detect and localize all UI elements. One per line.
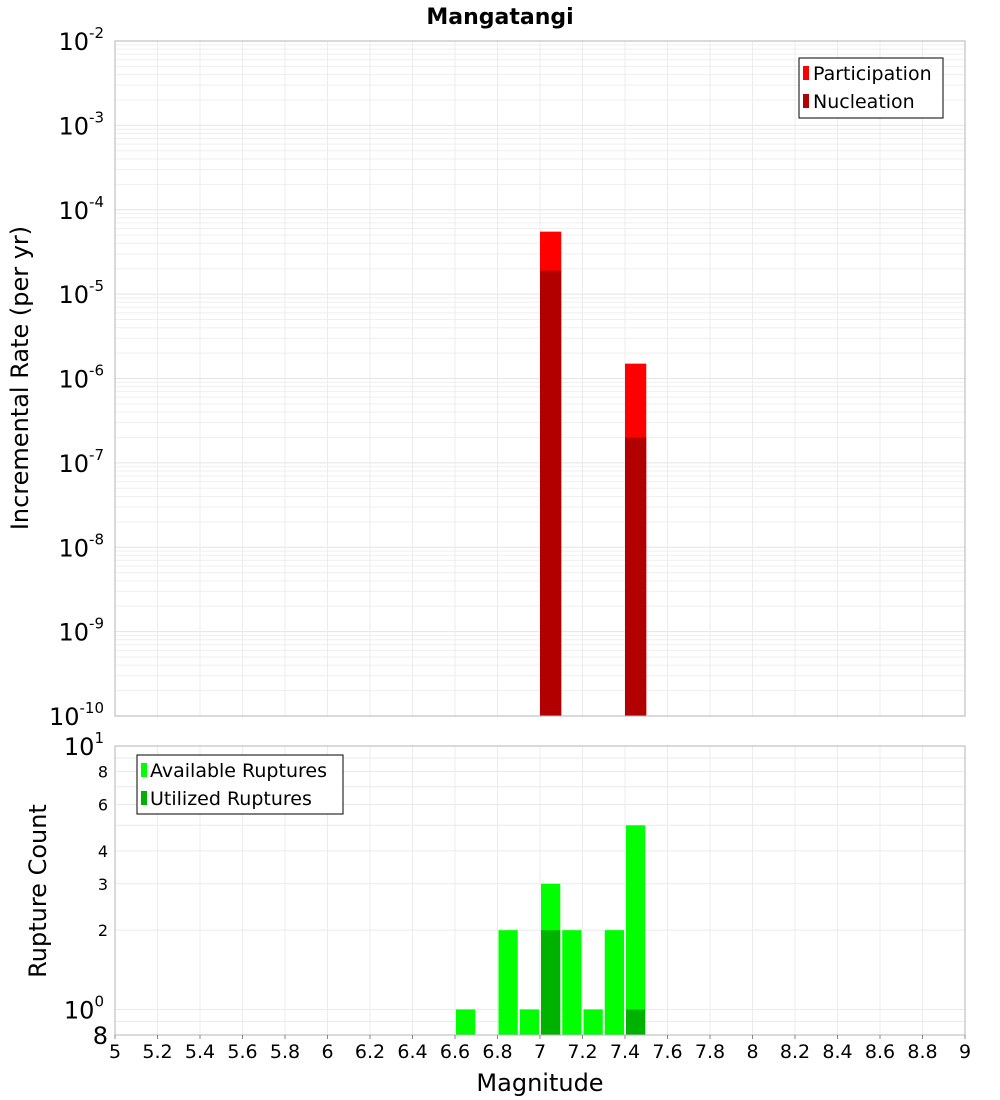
- x-tick-label: 5: [109, 1041, 121, 1063]
- x-tick-label: 8.2: [780, 1041, 810, 1063]
- legend-swatch-nucleation: [803, 94, 809, 108]
- count-bar-utilized: [541, 930, 561, 1035]
- legend-label-participation: Participation: [813, 63, 932, 85]
- rate-bar-nucleation: [625, 437, 647, 716]
- x-tick-label: 7: [534, 1041, 546, 1063]
- rate-bar-nucleation: [540, 270, 562, 716]
- x-tick-label: 9: [959, 1041, 971, 1063]
- count-legend-box: [136, 754, 344, 815]
- count-bar-available: [519, 1009, 539, 1035]
- count-y-axis-label: Rupture Count: [24, 804, 52, 978]
- legend-swatch-available: [141, 763, 147, 777]
- legend-swatch-participation: [803, 66, 809, 80]
- chart-title: Mangatangi: [426, 5, 573, 30]
- count-bar-available: [456, 1009, 476, 1035]
- x-tick-label: 7.6: [652, 1041, 682, 1063]
- x-tick-label: 5.8: [270, 1041, 300, 1063]
- x-tick-label: 8.8: [907, 1041, 937, 1063]
- rate-y-tick-label: 10-2: [58, 24, 104, 56]
- count-y-tick-label: 100: [64, 992, 104, 1024]
- count-y-minor-label: 4: [98, 842, 108, 861]
- x-tick-label: 6.8: [482, 1041, 512, 1063]
- x-tick-label: 6.4: [397, 1041, 427, 1063]
- count-y-minor-label: 3: [98, 875, 108, 894]
- rate-plot-border: [114, 40, 966, 717]
- rate-legend-box: [798, 57, 944, 119]
- count-bar-utilized: [626, 1009, 646, 1035]
- legend-label-available: Available Ruptures: [150, 760, 327, 782]
- x-tick-label: 5.2: [142, 1041, 172, 1063]
- x-tick-label: 5.4: [185, 1041, 215, 1063]
- count-y-bottom-label: 8: [93, 1022, 108, 1050]
- legend-swatch-utilized: [141, 791, 147, 805]
- rate-y-tick-label: 10-3: [58, 108, 104, 140]
- rate-y-tick-label: 10-9: [58, 615, 104, 647]
- x-tick-label: 6: [321, 1041, 333, 1063]
- rate-bars: [540, 231, 647, 716]
- count-bar-available: [583, 1009, 603, 1035]
- x-tick-label: 8.6: [865, 1041, 895, 1063]
- rate-y-axis-label: Incremental Rate (per yr): [6, 226, 34, 530]
- count-y-minor-label: 2: [98, 921, 108, 940]
- legend-label-utilized: Utilized Ruptures: [150, 788, 312, 810]
- count-bar-available: [562, 930, 582, 1035]
- rate-y-tick-label: 10-7: [58, 446, 104, 478]
- x-tick-labels: 5 5.2 5.4 5.6 5.8 6 6.2 6.4 6.6 6.8 7 7.2 7.4 7.6 7.8 8…: [109, 1035, 971, 1063]
- x-tick-label: 8.4: [822, 1041, 852, 1063]
- count-bar-available: [604, 930, 624, 1035]
- rate-y-tick-label: 10-10: [49, 699, 104, 731]
- rate-legend: Participation Nucleation: [798, 57, 944, 119]
- x-tick-label: 5.6: [227, 1041, 257, 1063]
- x-tick-label: 6.6: [440, 1041, 470, 1063]
- count-y-minor-label: 6: [98, 795, 108, 814]
- legend-label-nucleation: Nucleation: [813, 91, 915, 113]
- rate-y-tick-label: 10-6: [58, 362, 104, 394]
- rate-y-tick-label: 10-8: [58, 530, 104, 562]
- rate-y-tick-labels: 10-2 10-3 10-4 10-5 10-6 10-7 10-8 10-9 10-10: [49, 24, 104, 731]
- x-tick-label: 7.2: [567, 1041, 597, 1063]
- count-y-minor-label: 8: [98, 763, 108, 782]
- x-axis-label: Magnitude: [476, 1069, 603, 1097]
- x-tick-label: 6.2: [355, 1041, 385, 1063]
- rate-panel: 10-2 10-3 10-4 10-5 10-6 10-7 10-8 10-9 10-10 In…: [6, 24, 966, 731]
- count-bar-available: [498, 930, 518, 1035]
- count-bars: [456, 825, 646, 1035]
- x-tick-label: 7.8: [695, 1041, 725, 1063]
- count-y-tick-label: 101: [64, 729, 104, 761]
- count-legend: Available Ruptures Utilized Ruptures: [136, 754, 344, 815]
- x-tick-label: 7.4: [610, 1041, 640, 1063]
- rate-y-tick-label: 10-4: [58, 193, 104, 225]
- count-bar-available: [626, 825, 646, 1035]
- rate-y-tick-label: 10-5: [58, 277, 104, 309]
- x-tick-label: 8: [746, 1041, 758, 1063]
